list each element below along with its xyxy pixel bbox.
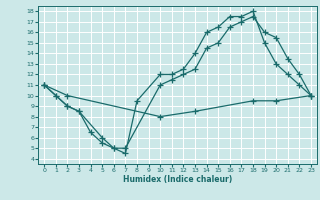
X-axis label: Humidex (Indice chaleur): Humidex (Indice chaleur)	[123, 175, 232, 184]
